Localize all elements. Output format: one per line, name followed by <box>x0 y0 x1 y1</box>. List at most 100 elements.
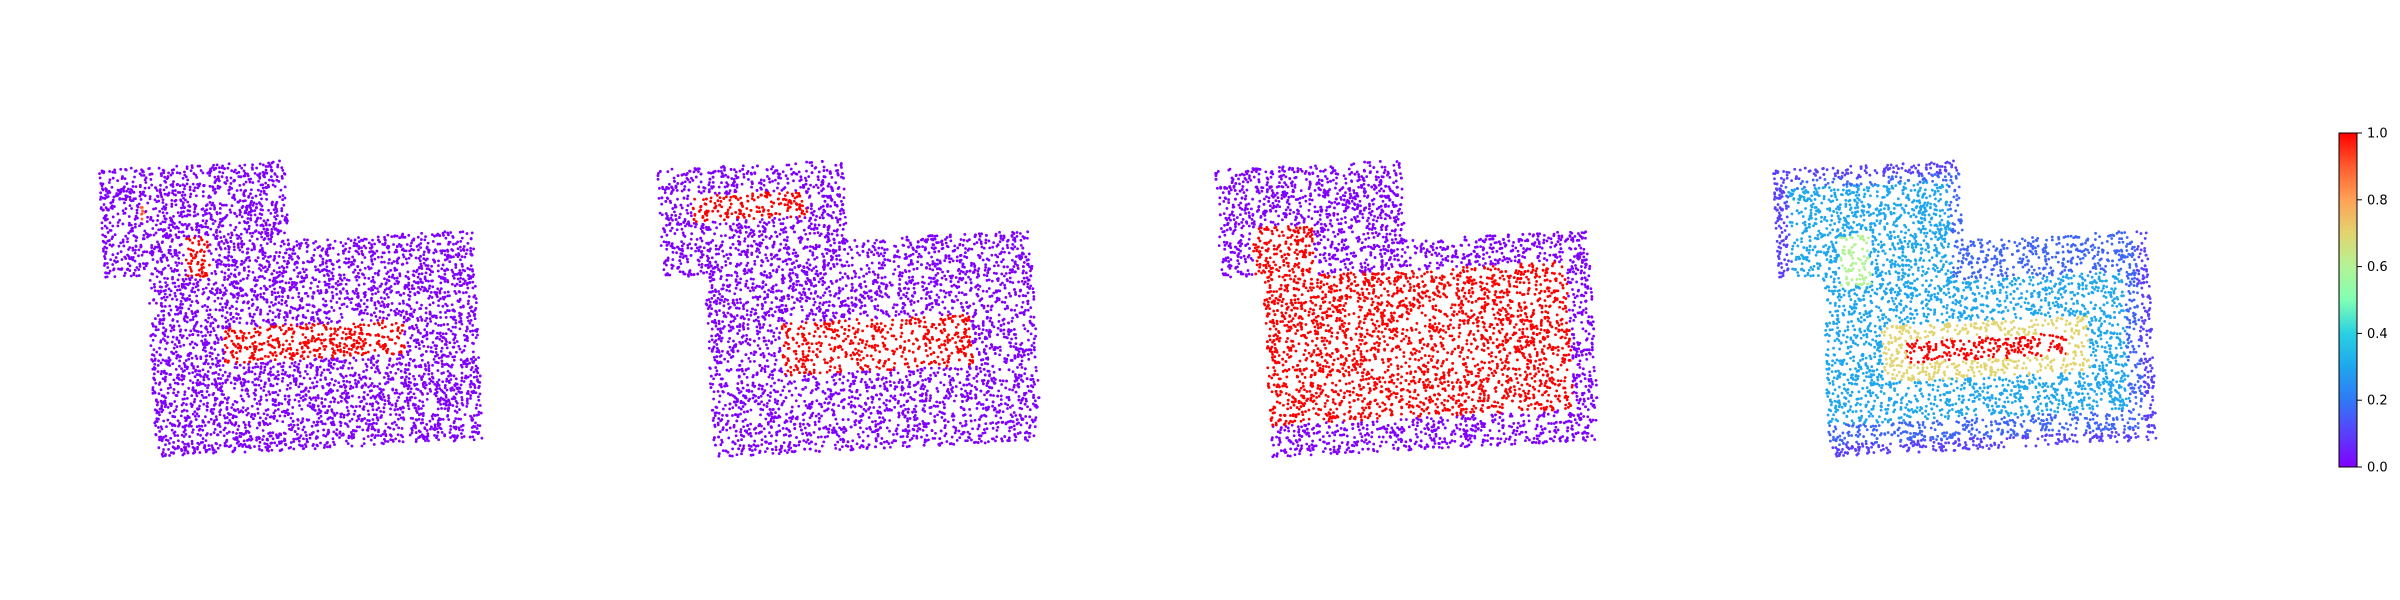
scatter-point <box>181 203 185 207</box>
scatter-point <box>155 269 159 273</box>
scatter-point <box>250 322 253 325</box>
scatter-point <box>355 385 358 389</box>
scatter-point <box>280 402 284 406</box>
scatter-point <box>99 197 102 201</box>
scatter-point <box>222 434 226 438</box>
scatter-point <box>349 301 353 305</box>
scatter-point <box>169 436 173 440</box>
scatter-point <box>478 404 482 407</box>
scatter-point <box>122 201 126 205</box>
scatter-point <box>448 431 452 434</box>
scatter-point <box>417 374 421 378</box>
scatter-point <box>258 402 262 406</box>
scatter-point <box>336 328 340 331</box>
scatter-point <box>345 380 349 383</box>
scatter-point <box>369 361 373 365</box>
scatter-point <box>310 339 313 343</box>
scatter-point <box>357 247 361 250</box>
scatter-point <box>390 323 394 327</box>
scatter-point <box>182 408 186 412</box>
scatter-point <box>189 169 193 173</box>
scatter-point <box>154 223 158 227</box>
scatter-point <box>373 242 376 246</box>
scatter-point <box>393 266 397 270</box>
scatter-point <box>428 303 432 307</box>
scatter-point <box>214 247 218 251</box>
scatter-point <box>145 220 149 223</box>
scatter-point <box>163 276 166 280</box>
scatter-point <box>424 306 428 310</box>
scatter-point <box>161 322 165 326</box>
scatter-point <box>371 292 374 296</box>
scatter-point <box>156 328 160 332</box>
scatter-point <box>468 314 472 318</box>
scatter-point <box>337 259 341 262</box>
scatter-point <box>177 230 181 234</box>
scatter-point <box>194 278 198 282</box>
scatter-point <box>442 402 446 406</box>
scatter-point <box>301 267 305 271</box>
scatter-point <box>272 208 276 212</box>
scatter-point <box>224 305 228 309</box>
scatter-point <box>218 288 222 292</box>
scatter-point <box>440 267 444 271</box>
scatter-point <box>165 211 169 215</box>
scatter-point <box>202 254 206 258</box>
scatter-point <box>206 320 209 324</box>
scatter-point <box>271 437 275 441</box>
scatter-point <box>263 276 266 280</box>
scatter-point <box>160 296 164 300</box>
scatter-point <box>433 434 436 437</box>
scatter-point <box>377 354 380 357</box>
scatter-point <box>190 356 194 360</box>
scatter-point <box>219 302 222 306</box>
scatter-point <box>382 410 386 414</box>
scatter-point <box>363 276 367 280</box>
scatter-point <box>147 186 151 190</box>
scatter-point <box>176 434 180 437</box>
scatter-point <box>191 430 194 434</box>
scatter-point <box>152 372 156 376</box>
scatter-point <box>439 324 443 327</box>
scatter-point <box>175 171 179 175</box>
scatter-point <box>345 305 349 309</box>
scatter-point <box>352 412 356 416</box>
scatter-point <box>462 360 465 364</box>
scatter-point <box>385 366 389 370</box>
scatter-point <box>262 389 266 392</box>
scatter-point <box>467 295 471 298</box>
scatter-point <box>371 238 374 242</box>
scatter-point <box>204 439 208 442</box>
scatter-point <box>357 236 360 239</box>
scatter-point <box>250 298 254 302</box>
scatter-point <box>208 201 212 204</box>
scatter-point <box>198 451 202 454</box>
scatter-point <box>242 439 246 443</box>
scatter-point <box>98 176 102 180</box>
scatter-point <box>385 317 389 320</box>
scatter-point <box>308 436 312 440</box>
scatter-point <box>230 406 234 410</box>
scatter-point <box>238 213 242 217</box>
scatter-point <box>285 339 288 343</box>
scatter-point <box>289 323 293 327</box>
scatter-point <box>227 268 230 272</box>
scatter-point <box>450 365 453 369</box>
scatter-point <box>157 228 161 232</box>
scatter-point <box>117 244 121 248</box>
scatter-point <box>153 317 157 321</box>
scatter-point <box>362 311 366 315</box>
scatter-point <box>272 269 276 273</box>
scatter-point <box>477 395 480 399</box>
scatter-point <box>264 393 268 397</box>
scatter-point <box>184 311 188 315</box>
scatter-point <box>447 242 450 246</box>
scatter-point <box>250 370 254 374</box>
scatter-point <box>242 183 246 186</box>
scatter-point <box>319 441 322 445</box>
scatter-point <box>223 359 227 363</box>
scatter-point <box>235 317 239 320</box>
scatter-point <box>364 308 367 312</box>
scatter-point <box>455 350 458 354</box>
scatter-point <box>191 318 195 321</box>
